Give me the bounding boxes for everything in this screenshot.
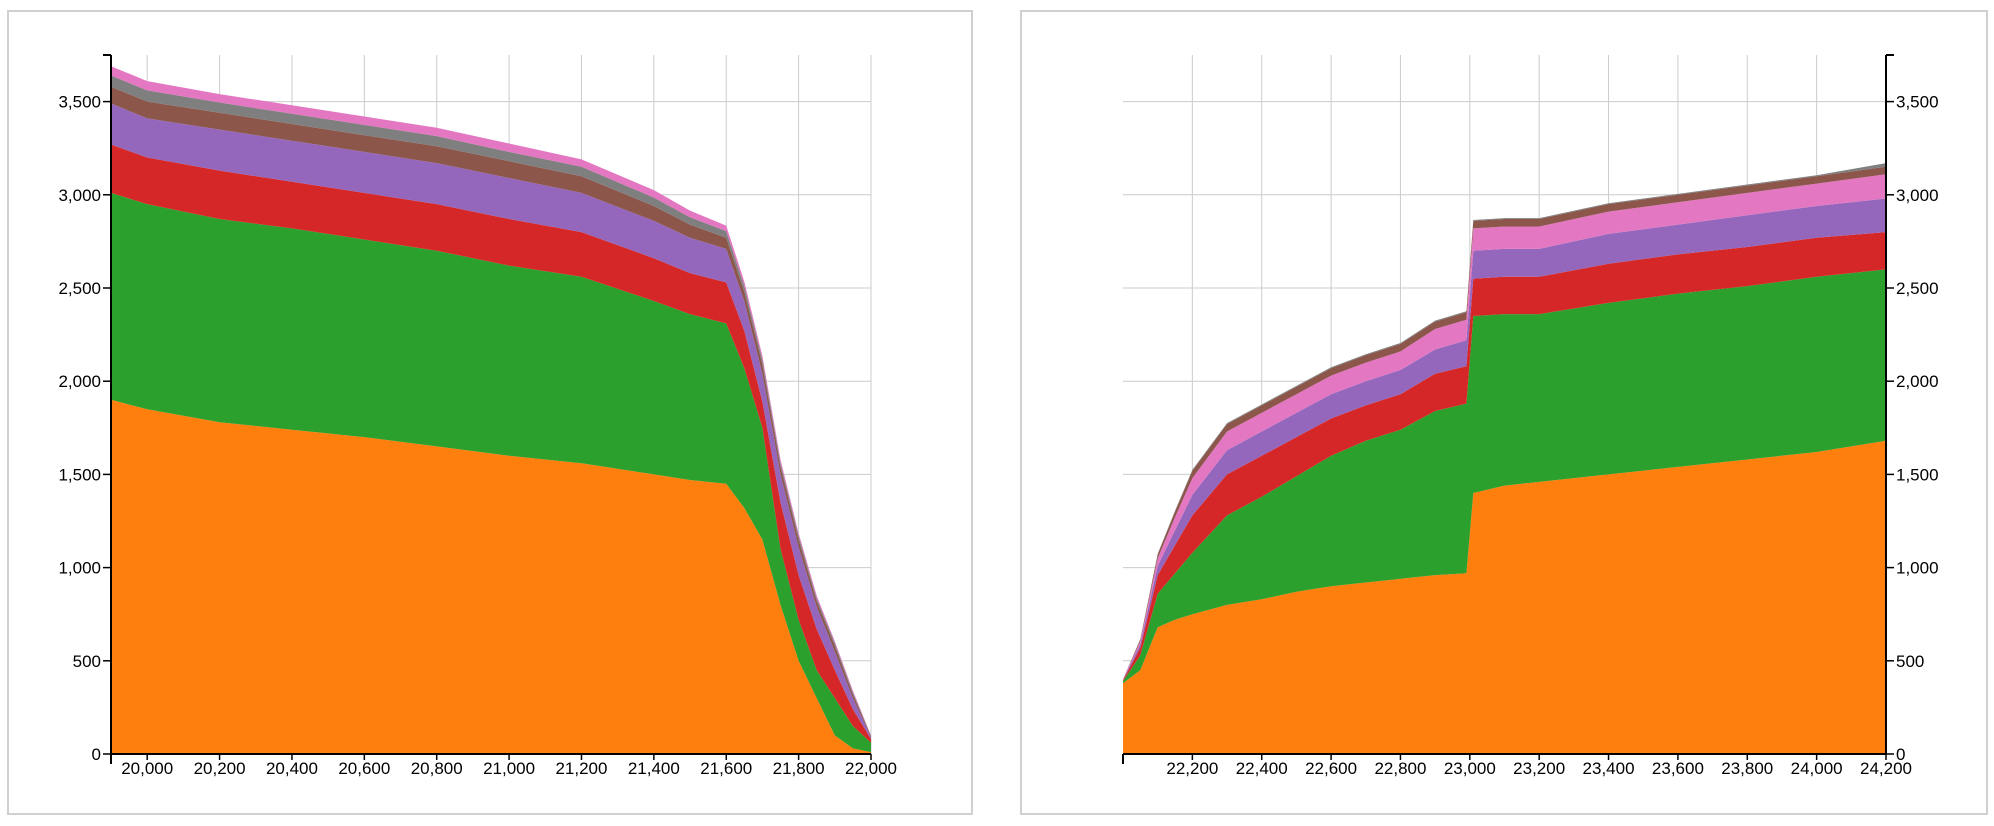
chart-1-y-tick-label-3: 1,500 [1896,465,1939,484]
chart-0-series-orange-area [111,399,871,754]
chart-1-x-tick-label-0: 22,200 [1166,759,1218,778]
right-chart-panel: 0 500 1,000 1,500 2,000 2,500 3,000 3,500 22,200… [1020,10,1988,815]
chart-1-x-tick-label-4: 23,000 [1444,759,1496,778]
chart-1-x-tick-label-9: 24,000 [1791,759,1843,778]
chart-0-x-tick-label-2: 20,400 [266,759,318,778]
chart-0-y-tick-label-6: 3,000 [58,186,101,205]
chart-0-x-tick-label-10: 22,000 [845,759,897,778]
chart-1-x-tick-label-7: 23,600 [1652,759,1704,778]
chart-1-series-orange-area [1123,440,1886,754]
chart-1-series-red-area [1123,232,1886,682]
chart-0-series-purple-area [111,103,871,740]
chart-1-x-tick-label-8: 23,800 [1721,759,1773,778]
chart-0-x-tick-label-5: 21,000 [483,759,535,778]
chart-0-x-tick-label-9: 21,800 [773,759,825,778]
chart-0-y-tick-label-1: 500 [73,652,101,671]
chart-0-x-tick-label-7: 21,400 [628,759,680,778]
chart-1-y-tick-label-5: 2,500 [1896,279,1939,298]
chart-1-series-purple-area [1123,198,1886,681]
right-stacked-area-chart: 0 500 1,000 1,500 2,000 2,500 3,000 3,500 22,200… [1122,54,1939,778]
chart-0-x-tick-label-1: 20,200 [194,759,246,778]
chart-1-y-tick-label-2: 1,000 [1896,559,1939,578]
chart-0-y-tick-label-0: 0 [92,745,101,764]
chart-0-x-tick-label-3: 20,600 [338,759,390,778]
chart-1-x-tick-label-5: 23,200 [1513,759,1565,778]
chart-1-series-green-area [1123,269,1886,684]
chart-0-y-tick-label-4: 2,000 [58,372,101,391]
chart-1-y-tick-label-6: 3,000 [1896,186,1939,205]
chart-0-x-tick-label-6: 21,200 [555,759,607,778]
chart-0-x-tick-label-4: 20,800 [411,759,463,778]
chart-1-x-tick-label-6: 23,400 [1583,759,1635,778]
chart-0-x-tick-label-8: 21,600 [700,759,752,778]
chart-1-x-tick-label-10: 24,200 [1860,759,1912,778]
chart-0-series-red-area [111,144,871,743]
left-chart-panel: 0 500 1,000 1,500 2,000 2,500 3,000 3,500 20,000… [7,10,973,815]
chart-1-y-tick-label-1: 500 [1896,652,1924,671]
chart-1-y-tick-label-0: 0 [1896,745,1905,764]
chart-0-y-tick-label-5: 2,500 [58,279,101,298]
chart-0-y-tick-label-3: 1,500 [58,465,101,484]
chart-0-series-green-area [111,192,871,753]
chart-1-y-tick-label-7: 3,500 [1896,93,1939,112]
left-stacked-area-chart: 0 500 1,000 1,500 2,000 2,500 3,000 3,500 20,000… [58,54,897,778]
chart-1-y-tick-label-4: 2,000 [1896,372,1939,391]
chart-0-y-tick-label-7: 3,500 [58,93,101,112]
chart-1-x-tick-label-2: 22,600 [1305,759,1357,778]
chart-1-x-tick-label-3: 22,800 [1374,759,1426,778]
chart-1-x-tick-label-1: 22,400 [1236,759,1288,778]
chart-0-y-tick-label-2: 1,000 [58,559,101,578]
chart-0-x-tick-label-0: 20,000 [121,759,173,778]
